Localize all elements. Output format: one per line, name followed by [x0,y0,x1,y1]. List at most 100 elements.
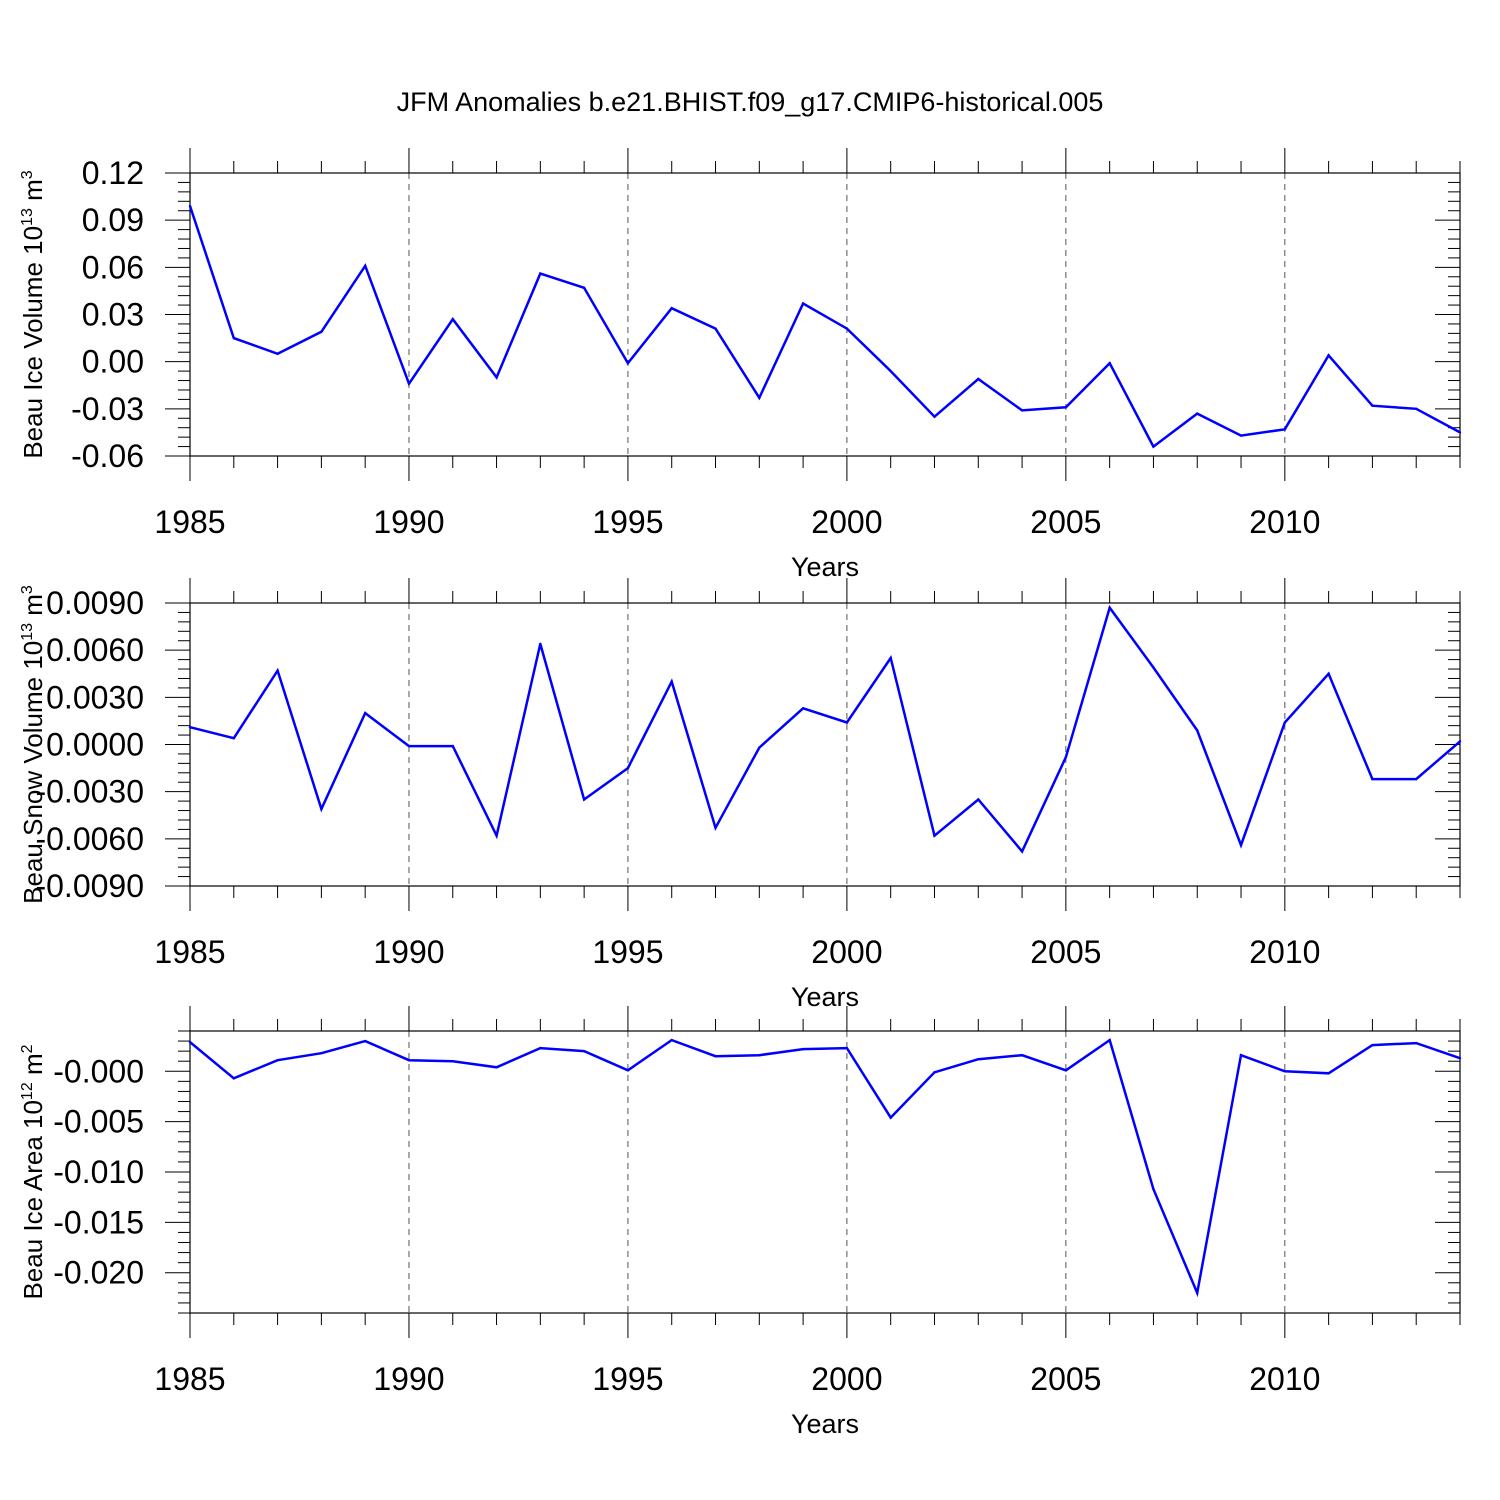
panel-1-data-point-1999 [801,302,805,305]
panel-1-data-point-1989 [363,264,367,267]
panel-3-ytick-label-0: -0.020 [53,1255,144,1291]
panel-2-data-point-2009 [1239,843,1243,847]
panel-2-ytick-label-5: 0.0060 [46,632,144,668]
panel-1-data-point-2008 [1196,412,1199,415]
panel-2-xtick-label-2005: 2005 [1030,934,1101,970]
panel-1-ytick-label-4: 0.06 [82,249,144,285]
panel-3-xtick-label-2010: 2010 [1249,1361,1320,1397]
panel-3-data-point-1995 [626,1069,630,1072]
panel-3-data-point-2006 [1108,1038,1111,1042]
panel-3-plot-frame [189,1030,1461,1314]
panel-1-xtick-label-2000: 2000 [811,504,882,540]
panel-2-data-point-1994 [582,798,586,801]
panel-3-xtick-label-1995: 1995 [592,1361,663,1397]
panel-1-data-point-1991 [451,318,454,321]
panel-3-data-point-2014 [1458,1056,1462,1060]
panel-2-ytick-label-1: -0.0060 [35,821,144,857]
panel-2-data-point-1989 [363,711,367,715]
panel-2-data-point-1999 [801,707,805,710]
panel-1-data-point-2014 [1458,431,1462,434]
panel-3: 1985 1990 1995 2000 2005 2010 Years -0.020 -0.01… [18,1006,1462,1439]
panel-1-data-point-2010 [1283,428,1287,431]
panel-1-data-point-2009 [1239,434,1243,437]
panel-1-ytick-label-5: 0.09 [82,202,144,238]
panel-3-data-point-1999 [801,1047,805,1051]
panel-1-data-point-2005 [1064,406,1068,409]
panel-1-ytick-label-1: -0.03 [71,391,144,427]
panel-2-data-point-1995 [626,766,630,770]
panel-1-xtick-label-1995: 1995 [592,504,663,540]
panel-1-data-point-2000 [845,327,849,330]
panel-1-data-point-1986 [232,336,235,340]
panel-3-data-point-1998 [758,1053,761,1057]
panel-2-data-point-1992 [495,834,498,837]
panel-2-ytick-label-0: -0.0090 [35,868,144,904]
panel-2-data-point-1996 [670,680,673,683]
panel-3-series-line-1 [189,1038,1461,1298]
panel-1-xtick-label-2010: 2010 [1249,504,1320,540]
panel-1-data-point-2002 [933,415,936,418]
panel-3-data-point-2002 [933,1071,936,1074]
panel-3-data-point-2003 [977,1058,980,1061]
panel-3-data-point-1985 [188,1040,192,1044]
panel-1-xaxis-label: Years [791,552,859,582]
panel-3-data-point-1989 [363,1039,367,1043]
panel-2-data-point-2004 [1020,850,1024,853]
panel-3-data-point-2004 [1020,1053,1024,1057]
panel-2-data-point-2007 [1152,666,1155,669]
panel-3-data-point-2005 [1064,1069,1068,1072]
panel-2-xtick-label-1995: 1995 [592,934,663,970]
panel-1-ytick-label-2: 0.00 [82,344,144,380]
panel-1-data-point-1985 [188,204,192,208]
panel-3-ytick-label-1: -0.015 [53,1204,144,1240]
panel-2-data-point-1987 [276,669,279,672]
panel-1-ytick-label-0: -0.06 [71,438,144,474]
panel-1-data-point-1990 [407,382,411,385]
panel-2-data-point-1993 [539,642,542,646]
panel-3-data-point-1992 [495,1066,498,1069]
figure-title: JFM Anomalies b.e21.BHIST.f09_g17.CMIP6-… [397,87,1104,117]
panel-3-data-point-2009 [1239,1053,1243,1057]
panel-3-data-point-1993 [539,1046,542,1050]
panel-2-data-point-1998 [758,746,761,749]
panel-1-data-point-2001 [889,369,892,373]
panel-1-data-point-1998 [758,396,761,400]
panel-2-ytick-label-6: 0.0090 [46,585,144,621]
panel-3-data-point-2008 [1196,1291,1199,1295]
panel-3-ytick-label-4: -0.000 [53,1053,144,1089]
panel-1-data-point-1987 [276,352,279,356]
panel-3-data-point-1990 [407,1059,411,1062]
panel-2-data-point-1986 [232,737,235,740]
panel-1-ytick-label-3: 0.03 [82,297,144,333]
panel-1-data-point-2011 [1327,354,1330,357]
panel-2-data-point-2002 [933,834,936,837]
panel-2-data-point-1985 [188,726,192,729]
panel-3-data-point-2013 [1415,1041,1418,1045]
panel-2-xaxis-label: Years [791,982,859,1012]
panels: 1985 1990 1995 2000 2005 2010 Years -0.06 -0.03 0… [18,148,1462,1439]
panel-2-xtick-label-2000: 2000 [811,934,882,970]
panel-1-data-point-2012 [1371,404,1374,407]
panel-3-data-point-2007 [1152,1187,1155,1191]
panel-2-ytick-label-3: 0.0000 [46,727,144,763]
panel-2-series-line-1 [189,604,1461,854]
panel-1-plot-frame [189,172,1461,457]
panel-2-data-point-2005 [1064,755,1068,759]
panel-2-data-point-2006 [1108,606,1111,609]
panel-2-data-point-1997 [714,826,717,830]
panel-3-ytick-label-2: -0.010 [53,1154,144,1190]
panel-1-data-point-1988 [320,330,323,333]
panel-1-data-point-2003 [977,377,980,381]
panel-2-yaxis-label: Beau Snow Volume 1013 m3 [18,585,48,904]
panel-2-xtick-label-2010: 2010 [1249,934,1320,970]
panel-3-xtick-label-2005: 2005 [1030,1361,1101,1397]
panel-1-data-point-2004 [1020,409,1024,412]
panel-1-data-point-2013 [1415,407,1418,411]
panel-2: 1985 1990 1995 2000 2005 2010 Years -0.0090 -0.0… [18,578,1462,1012]
panel-3-xtick-label-1990: 1990 [373,1361,444,1397]
panel-1-ytick-label-6: 0.12 [82,155,144,191]
panel-1-data-point-1994 [582,286,586,289]
panel-3-data-point-1996 [670,1038,673,1042]
panel-3-data-point-1994 [582,1049,586,1053]
panel-3-data-point-2012 [1371,1043,1374,1047]
